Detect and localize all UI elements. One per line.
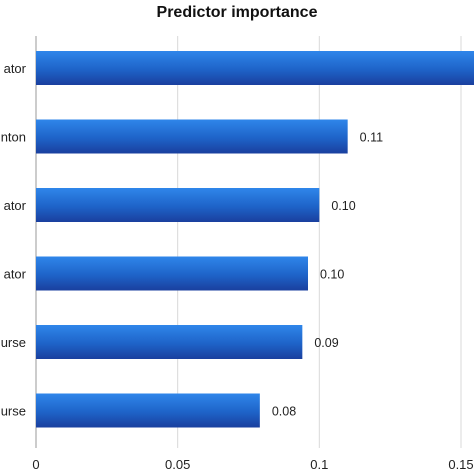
data-label: 0.10 — [331, 199, 355, 213]
category-label: ator — [4, 198, 27, 213]
category-label: urse — [1, 404, 26, 419]
grid-lines — [35, 36, 462, 448]
category-label: nton — [1, 130, 26, 145]
bar — [36, 325, 303, 359]
category-labels: ator nton ator ator urse urse — [1, 61, 27, 419]
category-label: ator — [4, 267, 27, 282]
data-label: 0.10 — [320, 268, 344, 282]
category-label: ator — [4, 61, 27, 76]
data-label: 0.08 — [272, 405, 296, 419]
x-tick-label: 0.1 — [310, 457, 328, 472]
bar — [36, 51, 474, 85]
bar — [36, 188, 320, 222]
bar — [36, 393, 260, 428]
x-tick-label: 0 — [32, 457, 39, 472]
x-tick-label: 0.15 — [448, 457, 473, 472]
x-tick-labels: 0 0.05 0.1 0.15 — [32, 457, 473, 472]
bar — [36, 256, 308, 291]
x-tick-label: 0.05 — [165, 457, 190, 472]
bar — [36, 119, 348, 154]
chart-title: Predictor importance — [157, 4, 318, 21]
data-labels: 0.11 0.10 0.10 0.09 0.08 — [272, 131, 383, 419]
category-label: urse — [1, 335, 26, 350]
bars — [36, 51, 474, 428]
data-label: 0.09 — [314, 336, 338, 350]
data-label: 0.11 — [360, 131, 383, 145]
